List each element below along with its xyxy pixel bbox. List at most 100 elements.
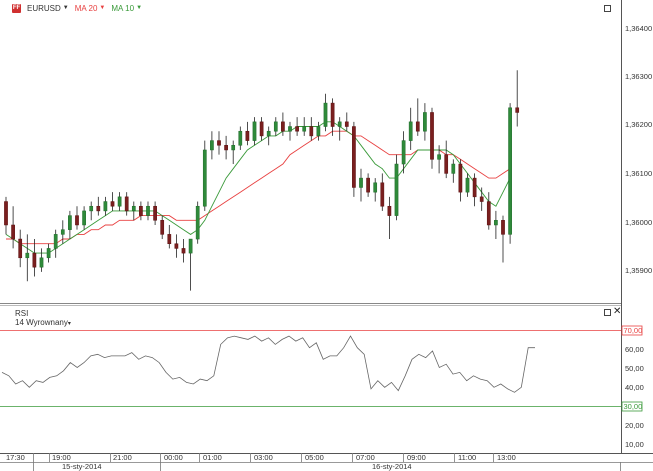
- candle: [281, 112, 285, 136]
- candle-body: [188, 238, 193, 254]
- time-tick-label: 05:00: [305, 453, 324, 462]
- candle-body: [323, 102, 328, 127]
- ma10-dropdown[interactable]: MA 10 ▼: [111, 4, 142, 13]
- candle: [39, 248, 44, 272]
- time-tick-label: 07:00: [356, 453, 375, 462]
- candle-body: [415, 121, 420, 132]
- candle-body: [217, 140, 221, 146]
- ma-line: [6, 130, 511, 245]
- ma20-label: MA 20: [74, 3, 98, 13]
- candle-body: [18, 238, 23, 259]
- candle: [302, 117, 307, 136]
- candle-body: [32, 252, 37, 268]
- rsi-tick-label: 50,00: [625, 364, 644, 373]
- candle: [423, 103, 427, 141]
- candle-body: [401, 140, 406, 165]
- candle: [451, 159, 456, 183]
- candle: [245, 121, 250, 146]
- maximize-rsi-button[interactable]: [604, 309, 611, 316]
- candle-body: [110, 201, 115, 207]
- rsi-tick-label: 20,00: [625, 421, 644, 430]
- candle-body: [380, 182, 385, 207]
- candle-body: [501, 220, 505, 235]
- candle: [295, 117, 299, 136]
- rsi-lower-badge: [621, 401, 643, 412]
- candle: [202, 140, 207, 211]
- candle: [366, 173, 370, 197]
- candle: [231, 140, 236, 165]
- candle: [96, 196, 101, 216]
- candle: [11, 206, 15, 249]
- candle-body: [337, 121, 342, 127]
- candle: [266, 126, 271, 146]
- candle-body: [352, 126, 356, 188]
- candle-body: [181, 248, 186, 254]
- candle: [508, 103, 512, 244]
- candle-body: [39, 257, 44, 268]
- candle: [75, 206, 79, 230]
- candle: [352, 121, 356, 197]
- candle-body: [515, 107, 520, 113]
- candle-body: [266, 130, 271, 137]
- time-tick-label: 11:00: [458, 453, 476, 462]
- candle: [174, 234, 179, 258]
- candle: [195, 201, 200, 244]
- candle-body: [373, 182, 378, 193]
- time-tick-label: 13:00: [497, 453, 516, 462]
- candle-body: [281, 121, 285, 132]
- candle-body: [210, 140, 214, 151]
- rsi-title-block: RSI 14 Wyrownany▾: [15, 309, 71, 329]
- candle: [309, 117, 314, 141]
- candle-body: [96, 205, 101, 212]
- symbol-dropdown[interactable]: EURUSD ▼: [27, 4, 69, 13]
- candle-body: [167, 234, 172, 244]
- date-label: 15-sty-2014: [62, 462, 102, 471]
- candle-body: [465, 177, 470, 193]
- candle: [465, 173, 470, 197]
- candle: [188, 238, 193, 291]
- price-axis: 1,36400 1,36300 1,36200 1,36100 1,36000 …: [625, 24, 652, 275]
- candle-body: [444, 154, 449, 174]
- chart-toolbar: FF EURUSD ▼ MA 20 ▼ MA 10 ▼: [12, 2, 142, 14]
- candle-body: [195, 205, 200, 240]
- maximize-chart-button[interactable]: [604, 5, 611, 12]
- candle: [68, 210, 72, 240]
- time-tick-label: 09:00: [407, 453, 426, 462]
- candle-body: [486, 201, 491, 226]
- candle: [408, 107, 413, 150]
- candle-body: [4, 201, 8, 226]
- candle: [444, 140, 449, 179]
- candle: [139, 201, 143, 221]
- candle-body: [309, 126, 314, 137]
- candle: [103, 196, 108, 216]
- chevron-down-icon: ▼: [99, 5, 106, 11]
- ma20-dropdown[interactable]: MA 20 ▼: [75, 4, 106, 13]
- candle: [359, 168, 363, 202]
- candle-body: [316, 126, 321, 137]
- candle: [316, 121, 321, 141]
- candle-body: [131, 205, 136, 212]
- symbol-label: EURUSD: [27, 3, 61, 13]
- candle-body: [430, 112, 434, 160]
- candle: [323, 93, 328, 132]
- rsi-tick-label: 60,00: [625, 345, 644, 354]
- close-rsi-button[interactable]: ✕: [613, 306, 622, 317]
- candle: [288, 121, 292, 141]
- candle-body: [75, 215, 79, 226]
- rsi-settings-dropdown[interactable]: 14 Wyrownany▾: [15, 318, 71, 329]
- candle-body: [295, 126, 299, 132]
- candle: [387, 196, 392, 240]
- candle-body: [124, 196, 129, 212]
- candle: [160, 215, 165, 240]
- candle-body: [46, 248, 51, 259]
- candle: [18, 229, 23, 268]
- chevron-down-icon: ▼: [136, 5, 143, 11]
- candle: [458, 159, 463, 202]
- candle-body: [458, 163, 463, 193]
- candle: [82, 206, 86, 230]
- rsi-upper-badge: [621, 325, 643, 336]
- rsi-plot: [1, 335, 535, 393]
- candle: [217, 131, 221, 155]
- candle: [46, 243, 51, 263]
